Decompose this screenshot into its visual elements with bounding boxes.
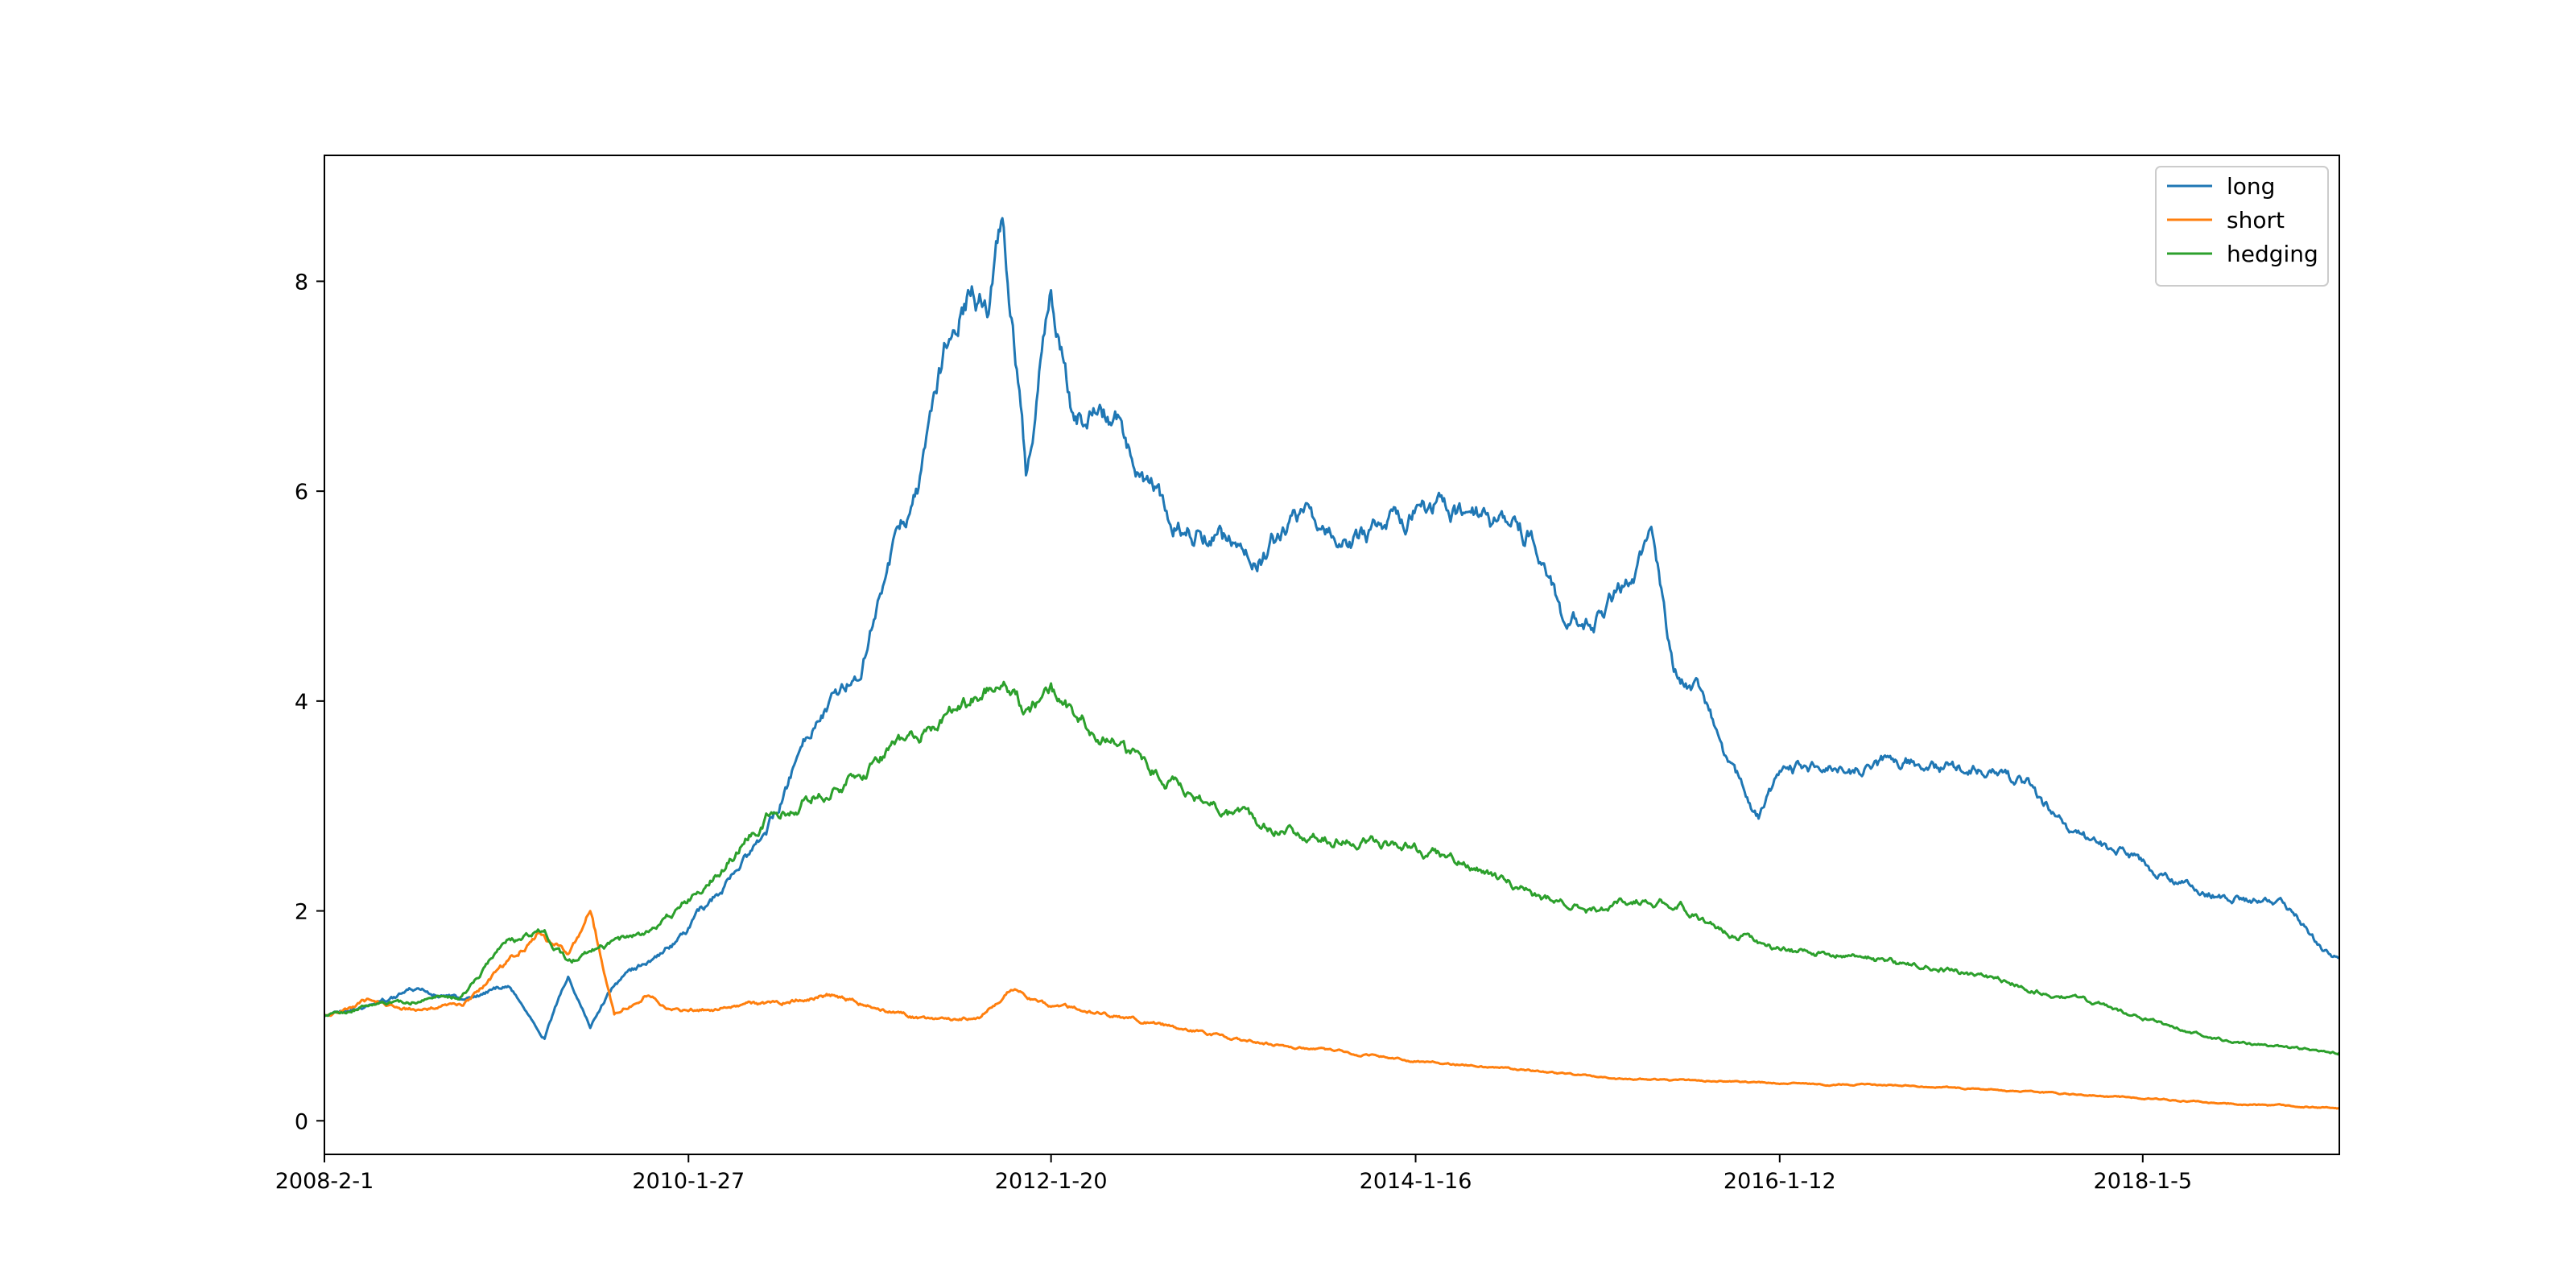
series-line-hedging xyxy=(324,680,2339,1056)
x-tick-label: 2008-2-1 xyxy=(275,1169,374,1194)
series-line-long xyxy=(324,217,2339,1040)
x-axis: 2008-2-1 2010-1-27 2012-1-20 2014-1-16 2016-… xyxy=(275,1154,2192,1194)
series-lines xyxy=(324,217,2339,1110)
y-tick-label: 4 xyxy=(295,690,308,715)
y-tick-label: 6 xyxy=(295,480,308,505)
x-tick-label: 2010-1-27 xyxy=(632,1169,745,1194)
legend-label-hedging: hedging xyxy=(2227,241,2318,267)
series-line-short xyxy=(324,910,2339,1110)
legend-label-short: short xyxy=(2227,207,2285,233)
x-tick-label: 2014-1-16 xyxy=(1360,1169,1472,1194)
y-tick-label: 2 xyxy=(295,900,308,925)
x-tick-label: 2018-1-5 xyxy=(2094,1169,2193,1194)
y-tick-label: 8 xyxy=(295,270,308,295)
x-tick-label: 2012-1-20 xyxy=(995,1169,1108,1194)
plot-frame xyxy=(324,155,2340,1155)
legend-box xyxy=(2155,166,2329,287)
legend: long short hedging xyxy=(2155,166,2329,287)
y-tick-label: 0 xyxy=(295,1109,308,1134)
legend-label-long: long xyxy=(2227,173,2275,200)
x-tick-label: 2016-1-12 xyxy=(1724,1169,1836,1194)
y-axis: 0 2 4 6 8 xyxy=(295,270,324,1134)
